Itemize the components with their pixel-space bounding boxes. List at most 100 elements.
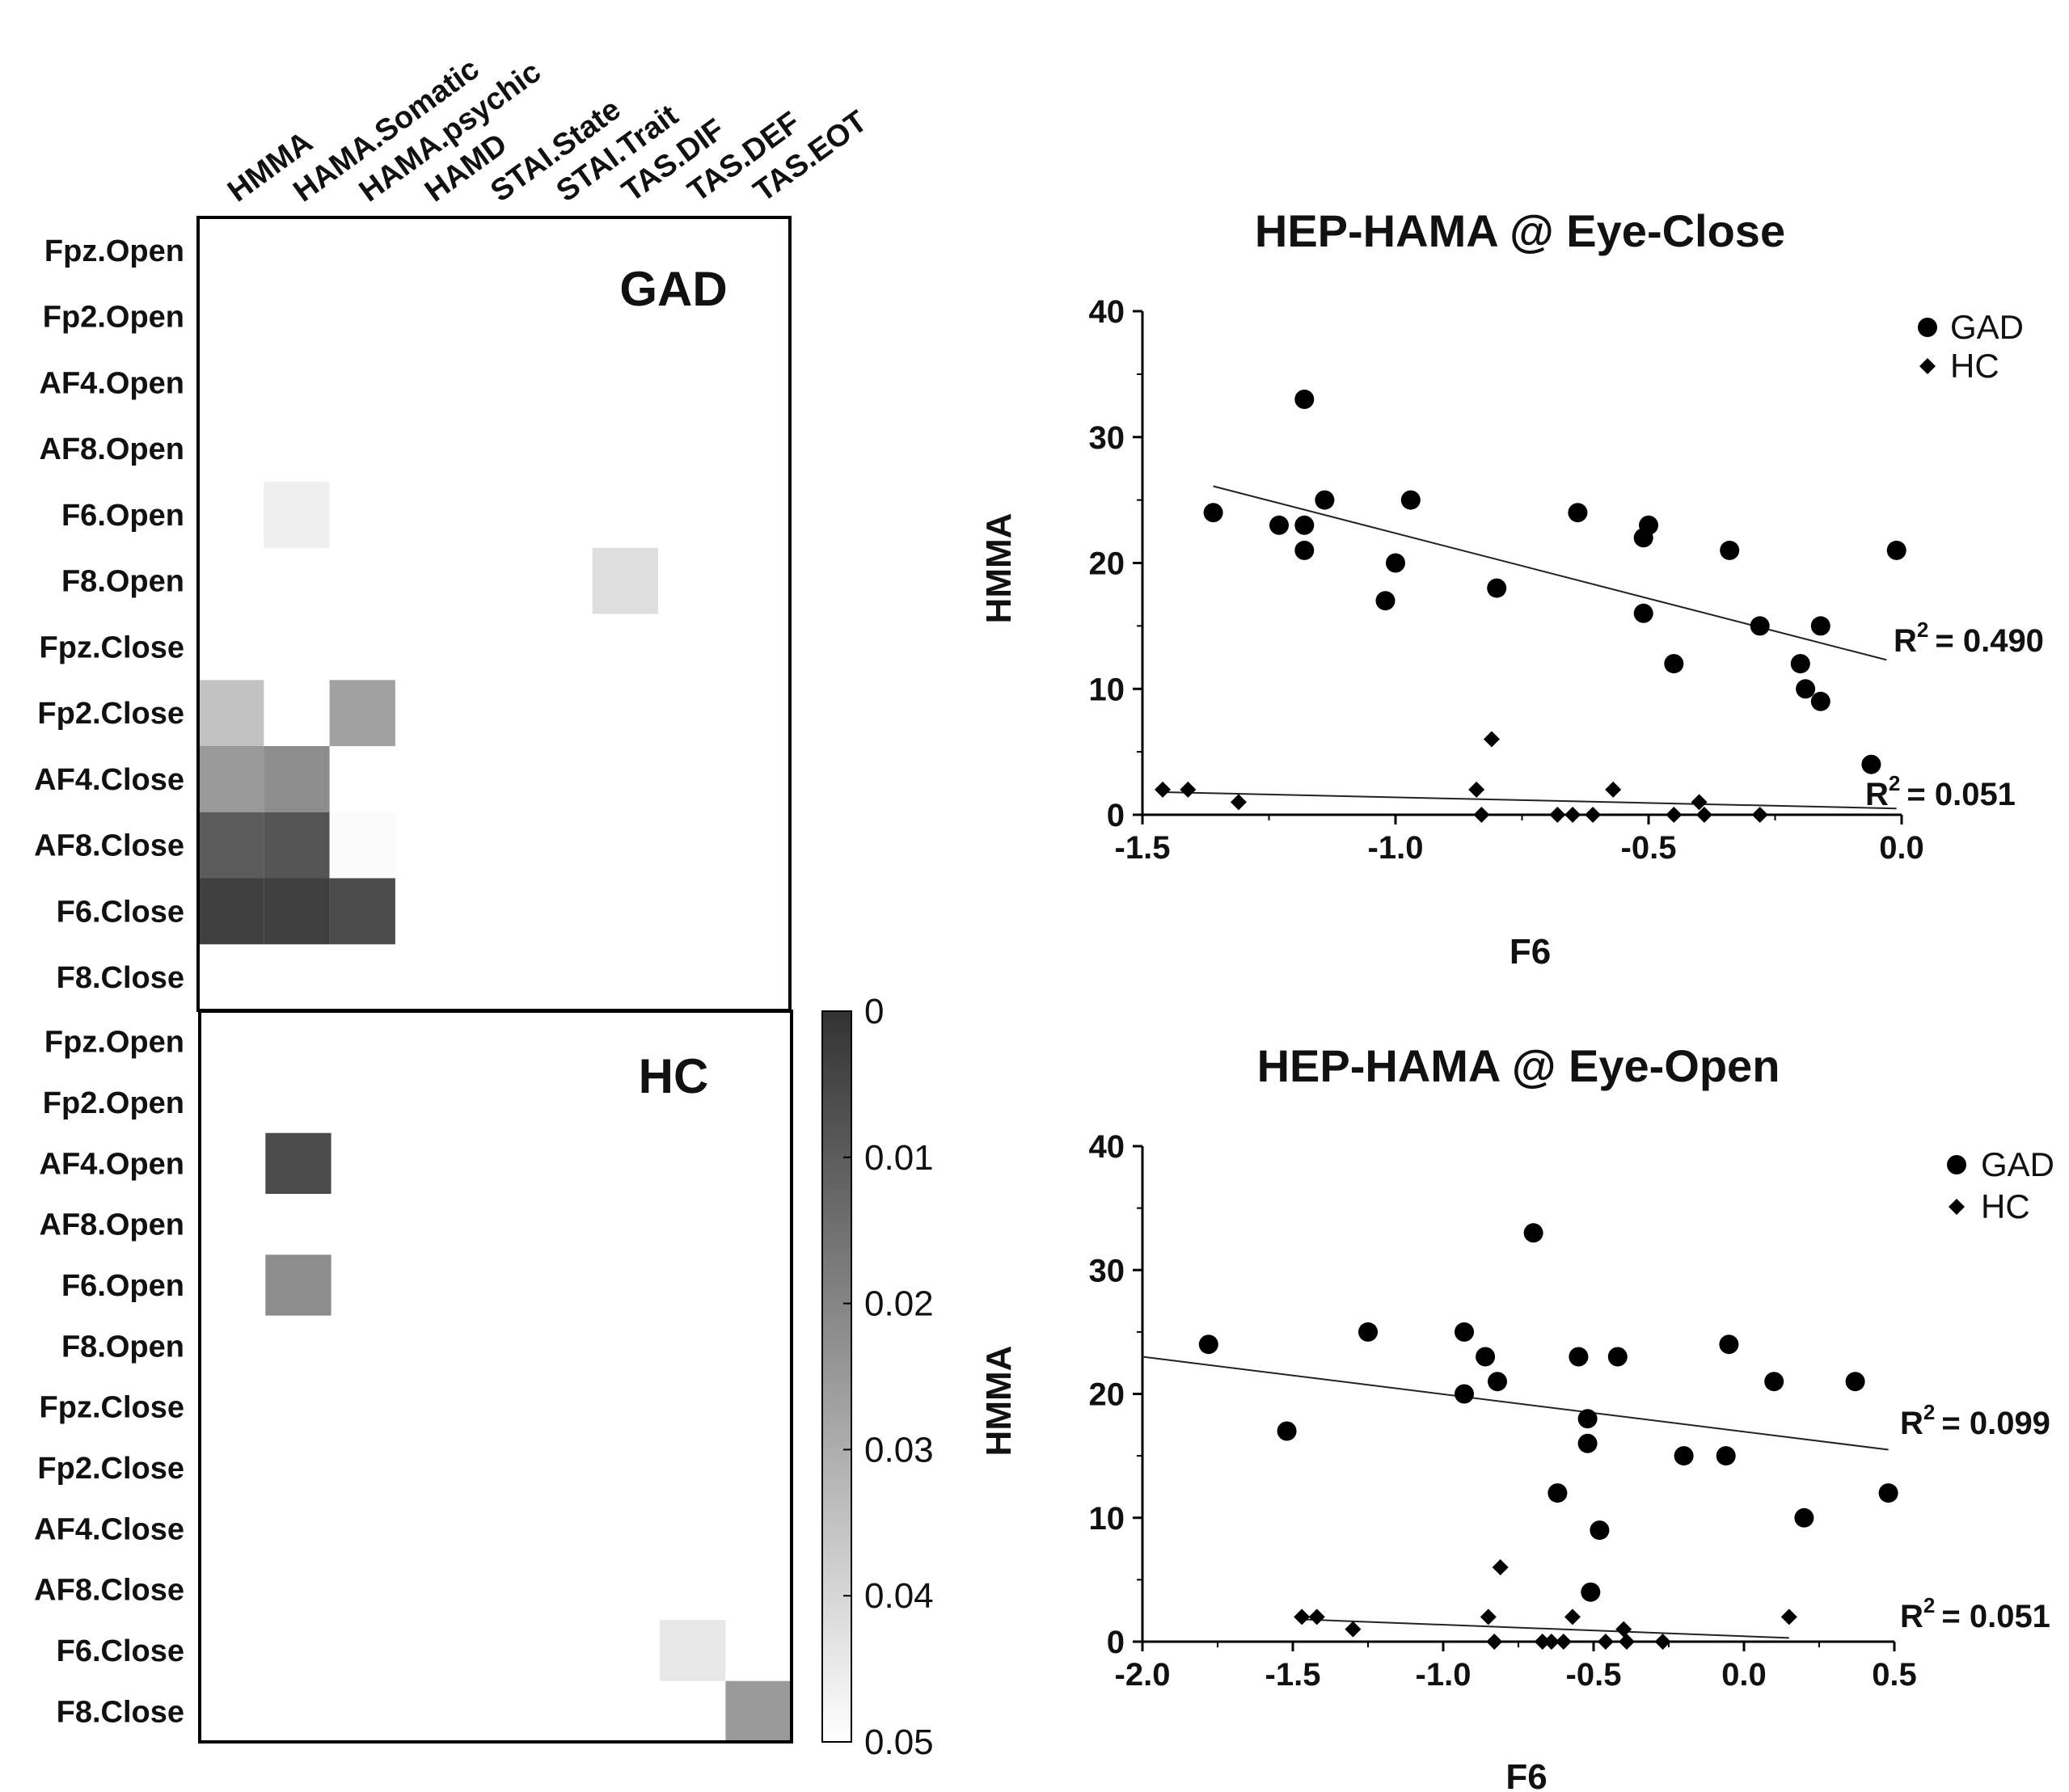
gad-data-point — [1664, 654, 1684, 674]
legend-label: GAD — [1981, 1145, 2054, 1183]
heatmap-row-label: Fpz.Close — [40, 630, 184, 664]
scatter-title: HEP-HAMA @ Eye-Close — [1255, 205, 1785, 256]
hc-data-point — [1294, 1609, 1311, 1625]
gad-data-point — [1358, 1322, 1378, 1342]
hc-data-point — [1564, 1609, 1581, 1625]
hc-data-point — [1549, 807, 1566, 823]
gad-data-point — [1719, 1335, 1739, 1355]
heatmap-row-label: AF4.Open — [40, 1147, 184, 1181]
hc-data-point — [1691, 794, 1708, 811]
r-squared-exponent: 2 — [1923, 1593, 1935, 1617]
hc-data-point — [1780, 1609, 1797, 1625]
heatmap-row-label: AF4.Open — [40, 366, 184, 400]
x-tick-label: -1.0 — [1368, 830, 1424, 866]
y-tick-label: 20 — [1089, 1377, 1125, 1413]
colorbar-tick-label: 0.01 — [864, 1138, 934, 1178]
x-axis-label: F6 — [1510, 932, 1551, 972]
gad-data-point — [1886, 540, 1906, 560]
heatmap-row-label: Fp2.Open — [43, 1086, 184, 1120]
gad-data-point — [1810, 616, 1830, 636]
gad-data-point — [1294, 515, 1315, 535]
heatmap-cell — [265, 1132, 331, 1194]
hc-data-point — [1605, 781, 1622, 798]
heatmap-row-label: F8.Open — [61, 565, 184, 599]
gad-data-point — [1633, 528, 1653, 548]
colorbar-tick-label: 0.02 — [864, 1284, 934, 1324]
heatmap-row-label: F6.Close — [57, 895, 184, 929]
r-squared-exponent: 2 — [1917, 618, 1928, 642]
y-tick-label: 30 — [1089, 1253, 1125, 1288]
gad-data-point — [1810, 691, 1830, 711]
heatmap-row-label: AF8.Open — [40, 432, 184, 466]
regression-line — [1213, 485, 1887, 661]
r-squared-symbol: R — [1900, 1599, 1923, 1634]
hc-data-point — [1345, 1621, 1362, 1638]
heatmap-row-label: F8.Close — [57, 961, 184, 995]
heatmap-row-label: F6.Close — [57, 1634, 184, 1668]
x-tick-label: 0.0 — [1879, 830, 1924, 866]
gad-data-point — [1487, 578, 1507, 598]
r-squared-annotation: R2 = 0.490 — [1894, 618, 2044, 659]
gad-data-point — [1455, 1322, 1474, 1342]
gad-data-point — [1476, 1347, 1496, 1367]
y-tick-label: 40 — [1089, 294, 1125, 330]
y-axis-label: HMMA — [979, 1346, 1019, 1457]
heatmap-cell — [329, 680, 395, 747]
hc-heatmap-title: HC — [639, 1049, 709, 1103]
r-squared-value: = 0.051 — [1906, 777, 2016, 812]
hc-heatmap-frame — [198, 1010, 793, 1744]
heatmap-row-label: Fpz.Close — [40, 1391, 184, 1425]
y-tick-label: 0 — [1107, 798, 1125, 833]
hc-data-point — [1564, 807, 1581, 823]
hc-data-point — [1666, 807, 1683, 823]
gad-data-point — [1198, 1335, 1218, 1355]
legend-hc-marker — [1949, 1199, 1965, 1215]
y-tick-label: 10 — [1089, 1501, 1125, 1537]
gad-data-point — [1315, 490, 1335, 510]
gad-data-point — [1878, 1483, 1898, 1503]
hc-data-point — [1597, 1634, 1614, 1650]
gad-data-point — [1488, 1372, 1507, 1392]
x-tick-label: -1.5 — [1265, 1657, 1321, 1693]
gad-data-point — [1794, 1507, 1814, 1528]
heatmap-cell — [264, 812, 330, 879]
gad-data-point — [1269, 515, 1289, 535]
heatmap-cell — [725, 1680, 792, 1742]
heatmap-row-label: F8.Open — [61, 1330, 184, 1364]
gad-data-point — [1720, 540, 1740, 560]
gad-data-point — [1548, 1483, 1568, 1503]
heatmap-cell — [198, 746, 264, 812]
heatmap-row-label: AF8.Open — [40, 1208, 184, 1242]
x-axis-label: F6 — [1505, 1757, 1547, 1792]
y-tick-label: 0 — [1107, 1625, 1125, 1660]
gad-data-point — [1790, 654, 1810, 674]
legend-label: HC — [1950, 347, 1999, 385]
hc-data-point — [1180, 781, 1197, 798]
heatmap-row-label: Fp2.Close — [37, 697, 184, 731]
hc-data-point — [1468, 781, 1485, 798]
gad-data-point — [1716, 1446, 1736, 1466]
gad-data-point — [1750, 616, 1770, 636]
x-tick-label: -0.5 — [1566, 1657, 1622, 1693]
heatmap-row-label: Fpz.Open — [44, 1026, 184, 1060]
heatmap-row-label: AF4.Close — [34, 1512, 184, 1546]
x-tick-label: 0.5 — [1872, 1657, 1917, 1693]
gad-data-point — [1400, 490, 1421, 510]
r-squared-annotation: R2 = 0.099 — [1900, 1400, 2050, 1441]
hc-data-point — [1480, 1609, 1497, 1625]
r-squared-value: = 0.490 — [1935, 623, 2044, 659]
x-tick-label: -0.5 — [1621, 830, 1677, 866]
y-tick-label: 40 — [1089, 1129, 1125, 1165]
gad-data-point — [1845, 1372, 1865, 1392]
hc-data-point — [1534, 1634, 1551, 1650]
r-squared-exponent: 2 — [1923, 1400, 1935, 1424]
heatmap-cell — [198, 680, 264, 747]
heatmap-cell — [264, 878, 330, 945]
heatmap-cell — [592, 547, 659, 614]
gad-data-point — [1577, 1433, 1598, 1453]
hc-data-point — [1492, 1559, 1509, 1576]
x-tick-label: 0.0 — [1721, 1657, 1767, 1693]
colorbar-tick-label: 0.05 — [864, 1722, 934, 1762]
